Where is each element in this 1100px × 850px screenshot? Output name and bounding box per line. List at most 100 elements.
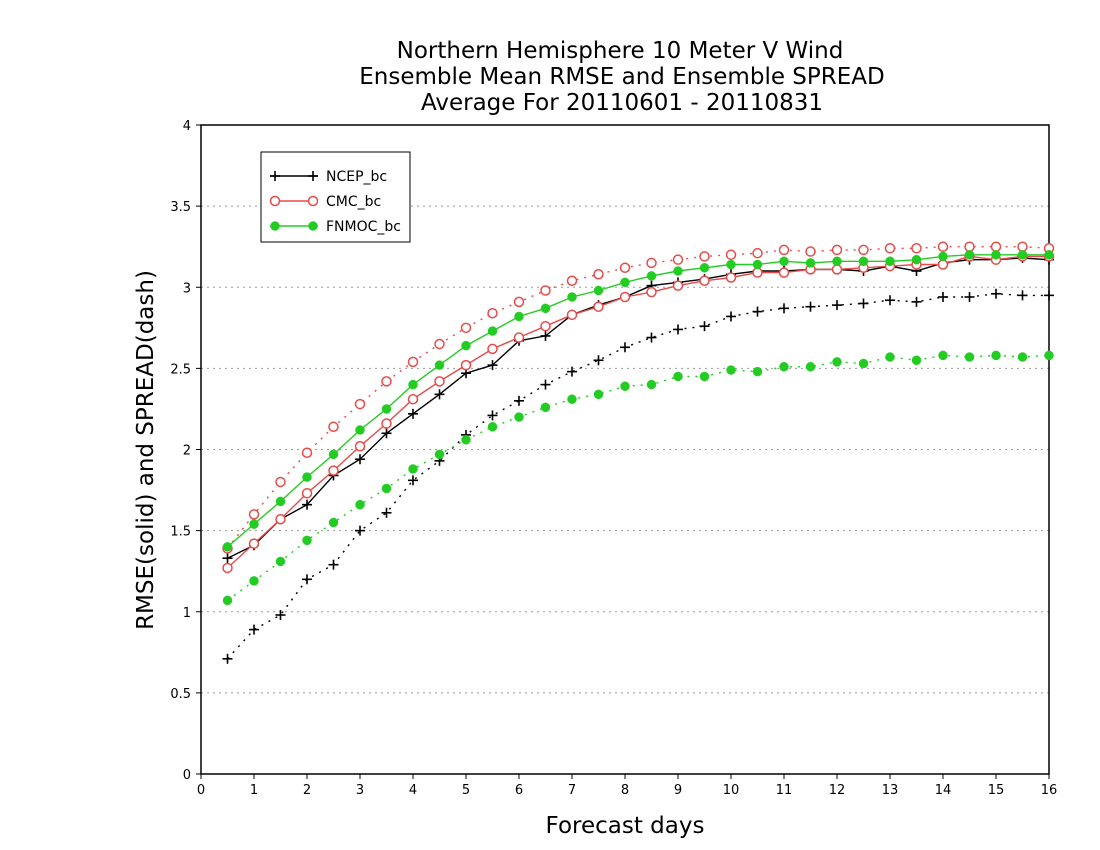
- data-point-cmc-bc-spread: [301, 447, 313, 458]
- x-tick-label: 3: [356, 783, 364, 798]
- series-line-ncep-bc-spread: [226, 292, 1049, 660]
- data-point-cmc-bc-rmse: [540, 320, 551, 332]
- series-fnmoc-bc-spread: [222, 350, 1054, 606]
- data-point-ncep-bc-spread: [249, 624, 259, 635]
- data-point-fnmoc-bc-spread: [355, 499, 365, 510]
- data-point-cmc-bc-rmse: [222, 562, 233, 574]
- data-point-fnmoc-bc-rmse: [275, 496, 286, 507]
- data-point-cmc-bc-rmse: [407, 393, 419, 405]
- legend-label: NCEP_bc: [326, 169, 387, 185]
- legend-label: CMC_bc: [326, 194, 381, 210]
- data-point-fnmoc-bc-rmse: [514, 311, 524, 322]
- x-tick-label: 7: [568, 783, 576, 798]
- data-point-cmc-bc-rmse: [752, 267, 763, 278]
- data-point-ncep-bc-spread: [620, 342, 630, 353]
- data-point-fnmoc-bc-rmse: [593, 285, 604, 296]
- y-tick-label: 0: [183, 768, 191, 783]
- y-tick-label: 1: [183, 606, 191, 621]
- data-point-ncep-bc-spread: [673, 324, 683, 335]
- y-tick-label: 3: [183, 281, 191, 296]
- data-point-cmc-bc-rmse: [434, 376, 445, 387]
- data-point-cmc-bc-spread: [619, 262, 631, 274]
- legend-entry-cmc-bc: CMC_bc: [269, 194, 381, 210]
- x-tick-label: 9: [674, 783, 682, 798]
- data-point-cmc-bc-rmse: [778, 267, 790, 278]
- series-cmc-bc-spread: [222, 241, 1055, 554]
- y-axis-label: RMSE(solid) and SPREAD(dash): [133, 270, 159, 630]
- x-tick-label: 8: [621, 783, 629, 798]
- data-point-fnmoc-bc-spread: [673, 371, 683, 382]
- legend-label: FNMOC_bc: [326, 219, 401, 235]
- data-point-cmc-bc-rmse: [831, 264, 843, 275]
- y-tick-label: 2.5: [170, 362, 191, 377]
- data-point-fnmoc-bc-rmse: [249, 519, 259, 529]
- data-point-ncep-bc-spread: [328, 559, 339, 570]
- data-point-cmc-bc-rmse: [672, 280, 684, 291]
- data-point-ncep-bc-rmse: [487, 360, 498, 371]
- x-tick-label: 4: [409, 783, 417, 798]
- data-point-fnmoc-bc-rmse: [858, 256, 869, 267]
- data-point-cmc-bc-spread: [831, 244, 843, 256]
- data-point-ncep-bc-spread: [408, 475, 418, 486]
- series-fnmoc-bc-rmse: [222, 250, 1054, 552]
- data-point-ncep-bc-spread: [275, 609, 286, 620]
- data-point-cmc-bc-spread: [513, 296, 525, 308]
- data-point-fnmoc-bc-rmse: [355, 425, 365, 435]
- chart-series: [222, 241, 1055, 664]
- y-tick-label: 1.5: [170, 525, 191, 540]
- data-point-fnmoc-bc-spread: [938, 350, 948, 361]
- x-tick-label: 11: [776, 783, 793, 798]
- data-point-fnmoc-bc-spread: [408, 464, 418, 474]
- data-point-fnmoc-bc-rmse: [726, 259, 736, 270]
- data-point-ncep-bc-rmse: [222, 553, 233, 564]
- data-point-ncep-bc-spread: [1044, 290, 1054, 301]
- data-point-fnmoc-bc-spread: [1044, 350, 1054, 361]
- data-point-cmc-bc-spread: [381, 376, 392, 387]
- data-point-ncep-bc-rmse: [540, 330, 551, 341]
- x-tick-label: 13: [882, 783, 899, 798]
- x-tick-label: 12: [829, 783, 846, 798]
- data-point-ncep-bc-spread: [885, 295, 895, 306]
- data-point-cmc-bc-spread: [884, 243, 896, 254]
- x-tick-label: 2: [303, 783, 311, 798]
- data-point-cmc-bc-rmse: [646, 286, 657, 298]
- data-point-cmc-bc-spread: [487, 307, 498, 319]
- data-point-fnmoc-bc-rmse: [381, 404, 392, 414]
- data-point-fnmoc-bc-spread: [991, 350, 1001, 361]
- data-point-cmc-bc-rmse: [619, 291, 631, 303]
- data-point-fnmoc-bc-spread: [911, 355, 922, 366]
- data-point-fnmoc-bc-rmse: [885, 256, 895, 267]
- legend-marker: [308, 221, 318, 231]
- series-ncep-bc-rmse: [222, 253, 1054, 564]
- data-point-fnmoc-bc-rmse: [222, 542, 233, 552]
- data-point-fnmoc-bc-rmse: [1044, 250, 1054, 260]
- data-point-fnmoc-bc-rmse: [302, 472, 312, 482]
- data-point-fnmoc-bc-rmse: [991, 250, 1001, 260]
- x-tick-label: 1: [250, 783, 258, 798]
- data-point-cmc-bc-spread: [275, 476, 286, 488]
- series-line-fnmoc-bc-rmse: [227, 254, 1049, 548]
- data-point-fnmoc-bc-rmse: [805, 258, 816, 268]
- data-point-ncep-bc-rmse: [302, 499, 312, 510]
- data-point-fnmoc-bc-spread: [699, 371, 710, 382]
- data-point-fnmoc-bc-spread: [328, 517, 339, 528]
- data-point-ncep-bc-spread: [779, 303, 789, 314]
- data-point-fnmoc-bc-rmse: [487, 326, 498, 336]
- data-point-ncep-bc-spread: [1017, 290, 1028, 301]
- data-point-fnmoc-bc-spread: [275, 556, 286, 567]
- data-point-cmc-bc-spread: [328, 421, 339, 433]
- legend-marker: [269, 195, 281, 207]
- y-axis-ticks: 0 0.5 1 1.5 2 2.5 3 3.5 4: [170, 119, 201, 783]
- data-point-cmc-bc-rmse: [275, 514, 286, 525]
- data-point-fnmoc-bc-spread: [222, 595, 233, 606]
- data-point-ncep-bc-rmse: [434, 389, 445, 400]
- data-point-fnmoc-bc-rmse: [540, 303, 551, 314]
- data-point-cmc-bc-rmse: [513, 332, 525, 343]
- data-point-fnmoc-bc-spread: [567, 394, 577, 404]
- data-point-fnmoc-bc-rmse: [461, 340, 471, 351]
- data-point-cmc-bc-spread: [354, 398, 366, 410]
- data-point-fnmoc-bc-rmse: [567, 292, 577, 302]
- data-point-ncep-bc-spread: [726, 311, 736, 322]
- series-ncep-bc-spread: [222, 288, 1054, 664]
- data-point-cmc-bc-spread: [1017, 241, 1028, 252]
